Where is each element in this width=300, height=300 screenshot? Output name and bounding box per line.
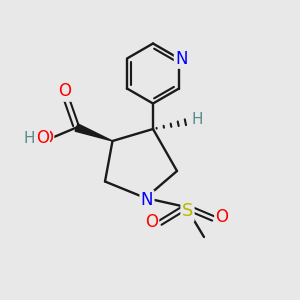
Text: O: O	[36, 129, 49, 147]
Text: H: H	[24, 130, 35, 146]
Text: O: O	[40, 129, 53, 147]
Text: O: O	[145, 213, 158, 231]
Polygon shape	[75, 124, 112, 141]
Text: S: S	[182, 202, 193, 220]
Text: O: O	[215, 208, 229, 226]
Text: N: N	[175, 50, 188, 68]
Text: N: N	[141, 191, 153, 209]
Text: O: O	[58, 82, 71, 100]
Text: H: H	[192, 112, 203, 127]
Text: H: H	[30, 130, 42, 146]
